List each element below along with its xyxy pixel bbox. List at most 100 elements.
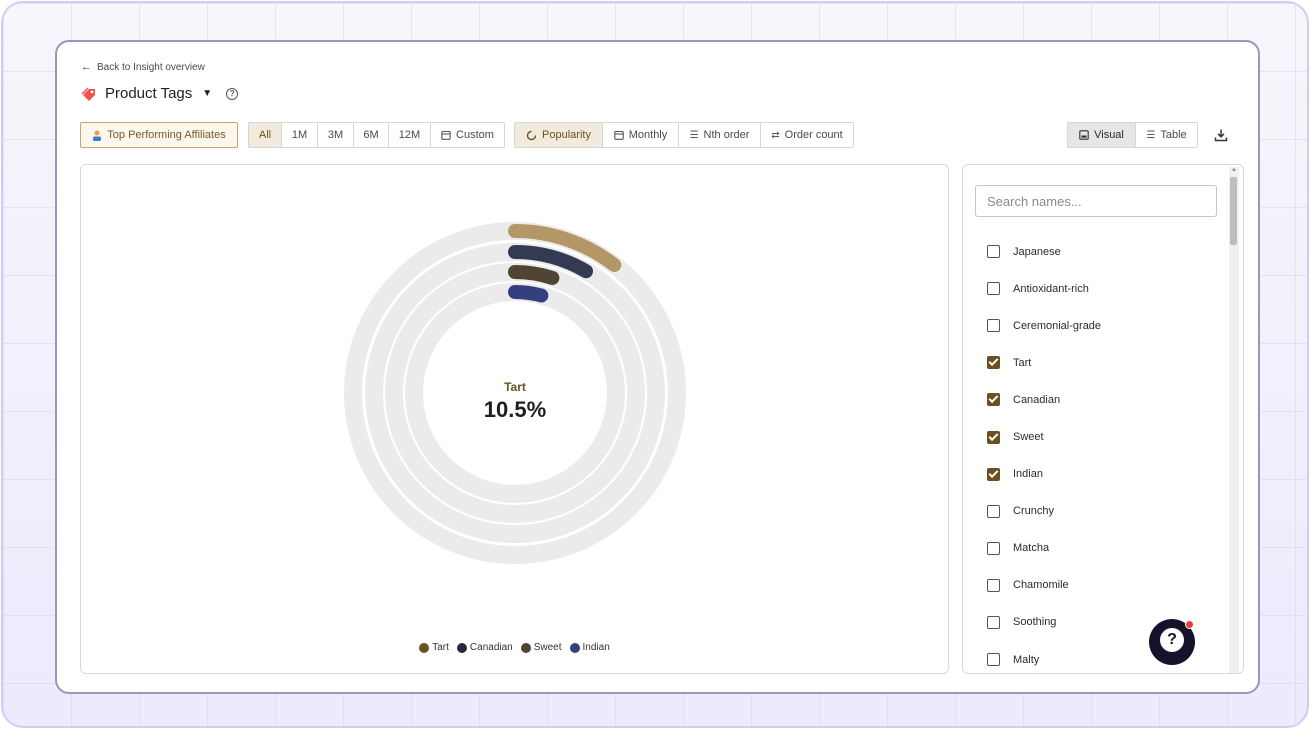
legend-dot (520, 642, 531, 653)
range-custom-button[interactable]: Custom (430, 122, 505, 148)
download-icon (1214, 129, 1228, 142)
name-item-malty[interactable]: Malty (987, 641, 1101, 673)
affiliates-label: Top Performing Affiliates (107, 129, 226, 141)
radial-bar-indian[interactable] (508, 285, 549, 303)
range-all-button[interactable]: All (248, 122, 281, 148)
range-6m-button[interactable]: 6M (353, 122, 388, 148)
name-item-chamomile[interactable]: Chamomile (987, 567, 1101, 604)
range-12m-button[interactable]: 12M (388, 122, 430, 148)
range-3m-button[interactable]: 3M (317, 122, 353, 148)
calendar-icon (613, 130, 624, 140)
arrow-left-icon: ← (81, 61, 92, 73)
checkbox[interactable] (987, 245, 1000, 259)
download-button[interactable] (1208, 122, 1234, 148)
back-to-overview-link[interactable]: ← Back to Insight overview (81, 61, 205, 73)
view-table-button[interactable]: ☰ Table (1135, 122, 1198, 148)
name-item-label: Japanese (1013, 245, 1061, 258)
radial-bar-sweet[interactable] (508, 265, 560, 285)
chart-center-label: Tart (504, 380, 526, 394)
metric-order-count-button[interactable]: ⇄ Order count (760, 122, 854, 148)
scrollbar-track[interactable] (1229, 167, 1239, 673)
scrollbar-thumb[interactable] (1230, 177, 1237, 245)
legend-item-sweet[interactable]: Sweet (520, 642, 562, 653)
calendar-icon (441, 130, 451, 140)
list-icon: ☰ (1146, 129, 1156, 141)
checkbox[interactable] (987, 653, 1000, 667)
name-item-matcha[interactable]: Matcha (987, 530, 1101, 567)
name-item-antioxidant-rich[interactable]: Antioxidant-rich (987, 270, 1101, 307)
toolbar: Top Performing Affiliates All 1M 3M 6M 1… (80, 122, 1234, 148)
legend-label: Canadian (469, 642, 513, 653)
person-icon (93, 130, 102, 141)
legend-item-tart[interactable]: Tart (419, 642, 449, 653)
checkbox[interactable] (987, 541, 1000, 555)
chart-panel: Tart 10.5% Tart Canadian Sweet Indian (80, 164, 949, 674)
list-icon: ☰ (689, 129, 699, 141)
page-title: Product Tags (105, 85, 193, 102)
name-item-label: Ceremonial-grade (1013, 319, 1102, 332)
top-performing-affiliates-button[interactable]: Top Performing Affiliates (80, 122, 238, 148)
visual-label: Visual (1094, 129, 1124, 141)
name-item-crunchy[interactable]: Crunchy (987, 493, 1101, 530)
checkbox[interactable] (987, 393, 1000, 407)
checkbox[interactable] (987, 504, 1000, 518)
metric-group: Popularity Monthly ☰ Nth order ⇄ Order c… (514, 122, 854, 148)
legend-label: Sweet (533, 642, 562, 653)
range-1m-button[interactable]: 1M (281, 122, 317, 148)
name-item-sweet[interactable]: Sweet (987, 418, 1101, 455)
name-item-tart[interactable]: Tart (987, 344, 1101, 381)
name-item-label: Tart (1013, 356, 1032, 369)
nth-order-label: Nth order (703, 129, 750, 141)
metric-popularity-button[interactable]: Popularity (514, 122, 602, 148)
refresh-circle-icon (526, 130, 537, 140)
tag-icon (81, 86, 95, 101)
name-item-label: Matcha (1013, 542, 1050, 555)
popularity-label: Popularity (542, 129, 591, 141)
metric-nth-order-button[interactable]: ☰ Nth order (678, 122, 760, 148)
legend-dot (419, 642, 430, 653)
chart-center-value: 10.5% (483, 397, 547, 422)
view-visual-button[interactable]: Visual (1067, 122, 1135, 148)
chart-icon (1079, 130, 1089, 140)
name-item-label: Indian (1013, 468, 1043, 481)
metric-monthly-button[interactable]: Monthly (602, 122, 678, 148)
checkbox[interactable] (987, 615, 1000, 629)
legend-dot (569, 642, 580, 653)
name-item-ceremonial-grade[interactable]: Ceremonial-grade (987, 307, 1101, 344)
name-item-label: Canadian (1013, 393, 1061, 406)
name-item-label: Antioxidant-rich (1013, 282, 1089, 295)
checkbox[interactable] (987, 319, 1000, 333)
chart-legend: Tart Canadian Sweet Indian (81, 642, 948, 653)
legend-item-indian[interactable]: Indian (569, 642, 610, 653)
checkbox[interactable] (987, 282, 1000, 296)
scroll-up-icon[interactable]: ▲ (1231, 167, 1237, 173)
name-item-label: Sweet (1013, 431, 1044, 444)
name-item-canadian[interactable]: Canadian (987, 381, 1101, 418)
search-names-input[interactable] (975, 185, 1217, 217)
name-item-japanese[interactable]: Japanese (987, 233, 1101, 270)
checkbox[interactable] (987, 467, 1000, 481)
legend-label: Tart (432, 642, 449, 653)
title-dropdown-caret-icon[interactable]: ▼ (202, 88, 213, 99)
radial-bar-tart[interactable] (508, 224, 622, 272)
question-circle-icon[interactable]: ? (226, 87, 239, 100)
name-item-indian[interactable]: Indian (987, 456, 1101, 493)
legend-label: Indian (582, 642, 610, 653)
name-item-label: Malty (1013, 653, 1040, 666)
name-item-label: Chamomile (1013, 579, 1069, 592)
notification-dot (1185, 620, 1194, 629)
legend-item-canadian[interactable]: Canadian (456, 642, 513, 653)
name-item-label: Soothing (1013, 616, 1057, 629)
time-range-group: All 1M 3M 6M 12M Custom (248, 122, 505, 148)
legend-dot (456, 642, 467, 653)
checkbox[interactable] (987, 430, 1000, 444)
checkbox[interactable] (987, 356, 1000, 370)
name-item-soothing[interactable]: Soothing (987, 604, 1101, 641)
name-item-label: Crunchy (1013, 505, 1054, 518)
radial-bar-chart (344, 222, 686, 564)
radial-bar-canadian[interactable] (508, 245, 594, 279)
checkbox[interactable] (987, 578, 1000, 592)
names-list: Japanese Antioxidant-rich Ceremonial-grade… (987, 233, 1101, 673)
help-chat-button[interactable]: ? (1149, 619, 1195, 665)
repeat-icon: ⇄ (771, 129, 780, 141)
